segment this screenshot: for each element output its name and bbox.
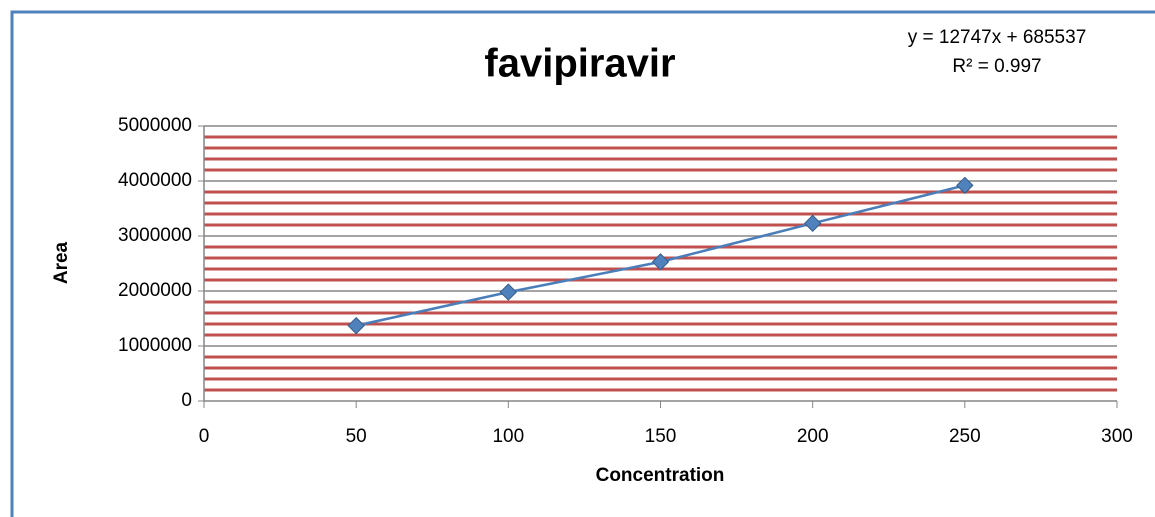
- y-axis-label: Area: [51, 241, 72, 284]
- y-tick-label: 5000000: [118, 115, 192, 136]
- x-tick-label: 250: [949, 426, 981, 447]
- y-tick-label: 2000000: [118, 280, 192, 301]
- y-tick-label: 3000000: [118, 225, 192, 246]
- r-squared: R² = 0.997: [952, 56, 1041, 77]
- y-tick-label: 0: [181, 390, 192, 411]
- y-tick-label: 4000000: [118, 170, 192, 191]
- x-tick-label: 200: [797, 426, 829, 447]
- chart-frame: [10, 10, 1155, 517]
- x-tick-label: 0: [199, 426, 210, 447]
- data-point: [499, 283, 518, 301]
- x-tick-label: 300: [1101, 426, 1133, 447]
- equation: y = 12747x + 685537: [908, 27, 1087, 48]
- x-tick-label: 150: [645, 426, 677, 447]
- x-axis-label: Concentration: [596, 465, 725, 486]
- x-tick-label: 50: [346, 426, 367, 447]
- y-tick-label: 1000000: [118, 335, 192, 356]
- data-point: [803, 214, 822, 233]
- data-point: [956, 176, 974, 195]
- x-tick-label: 100: [492, 426, 524, 447]
- chart-title: favipiravir: [484, 42, 675, 86]
- data-point: [347, 316, 365, 335]
- data-point: [651, 253, 670, 271]
